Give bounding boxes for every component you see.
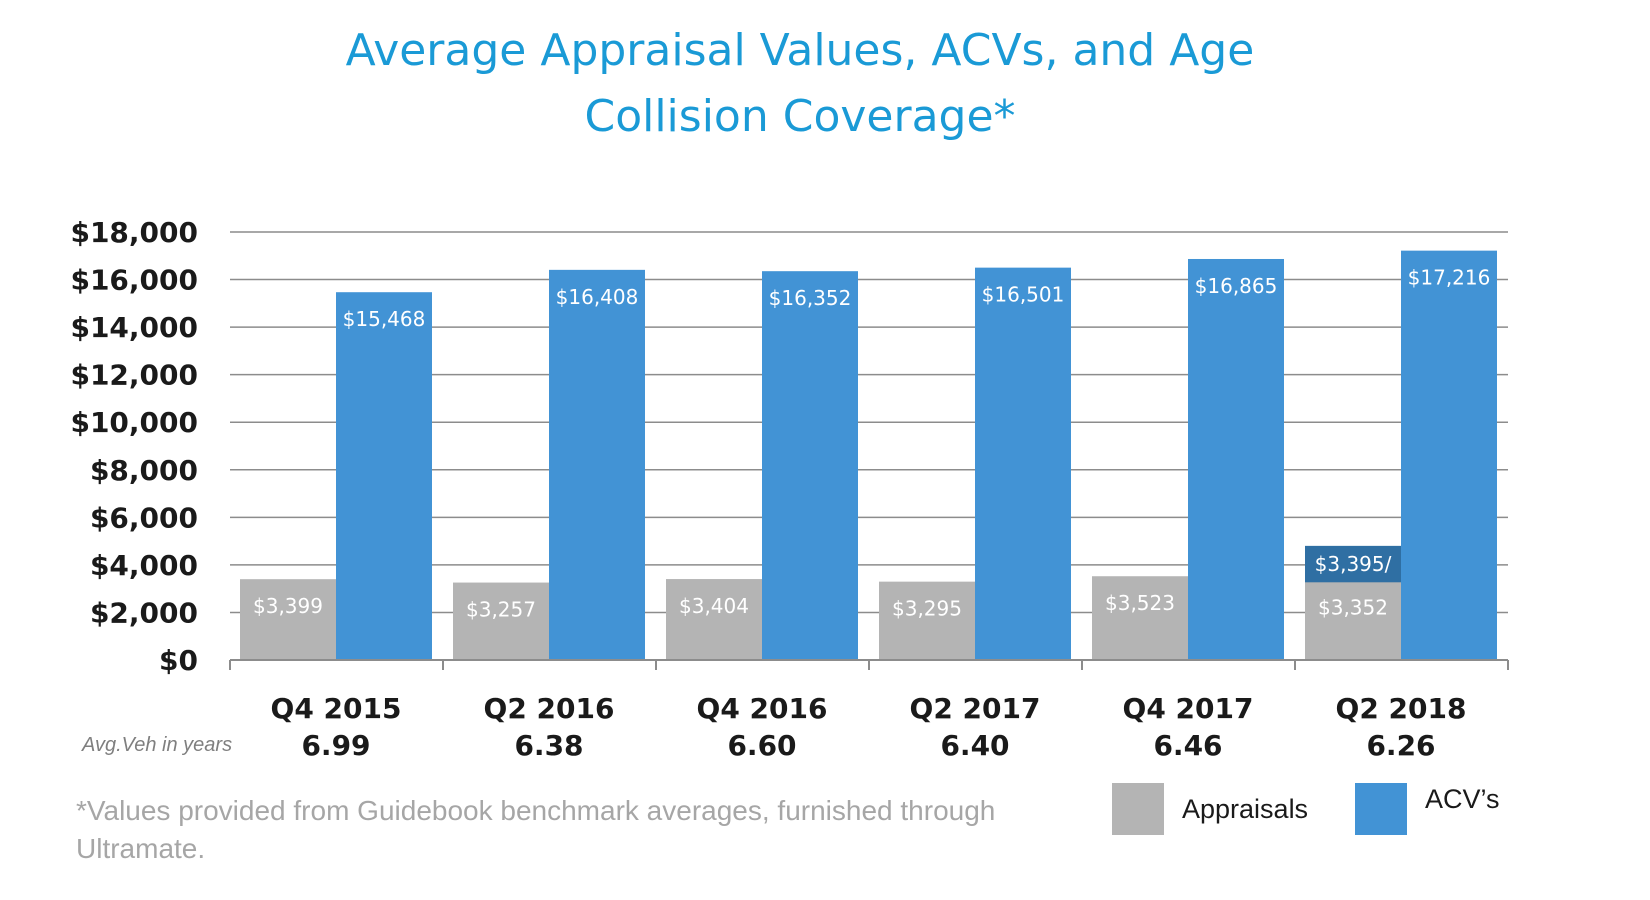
acv-bar <box>549 269 645 660</box>
x-age-label: 6.38 <box>514 729 583 762</box>
appraisal-bar <box>453 582 549 660</box>
x-age-label: 6.60 <box>727 729 796 762</box>
y-tick-label: $10,000 <box>70 406 198 439</box>
appraisal-value-label: $3,295 <box>892 597 962 621</box>
x-age-label: 6.26 <box>1366 729 1435 762</box>
footnote: *Values provided from Guidebook benchmar… <box>76 795 996 864</box>
x-category-label: Q2 2017 <box>910 692 1041 725</box>
legend-label-appraisals: Appraisals <box>1182 793 1309 824</box>
y-tick-label: $0 <box>159 644 198 677</box>
chart-title-line-1: Average Appraisal Values, ACVs, and Age <box>345 25 1255 76</box>
y-tick-label: $14,000 <box>70 311 198 344</box>
acv-value-label: $16,501 <box>982 283 1065 307</box>
legend-swatch-acvs <box>1355 783 1407 835</box>
legend-swatch-appraisals <box>1112 783 1164 835</box>
y-tick-label: $6,000 <box>90 501 198 534</box>
legend-item-acvs: ACV’s <box>1355 783 1500 835</box>
acv-bar <box>336 292 432 660</box>
x-category-label: Q4 2016 <box>697 692 828 725</box>
acv-bar <box>975 267 1071 660</box>
x-category-label: Q2 2016 <box>484 692 615 725</box>
appraisal-bar <box>879 581 975 660</box>
acv-value-label: $16,408 <box>556 285 639 309</box>
acv-value-label: $16,865 <box>1195 274 1278 298</box>
chart-title-line-2: Collision Coverage* <box>584 91 1016 142</box>
y-tick-label: $16,000 <box>70 264 198 297</box>
acv-value-label: $17,216 <box>1408 266 1491 290</box>
acv-value-label: $16,352 <box>769 286 852 310</box>
acv-bar <box>1188 258 1284 660</box>
appraisal-overlay-label: $3,395/ <box>1315 552 1392 576</box>
x-age-label: 6.40 <box>940 729 1009 762</box>
x-category-label: Q4 2015 <box>271 692 402 725</box>
appraisal-value-label: $3,257 <box>466 598 536 622</box>
acv-bar <box>1401 250 1497 660</box>
appraisal-bar <box>1092 576 1188 660</box>
appraisal-value-label: $3,352 <box>1318 595 1388 619</box>
legend-item-appraisals: Appraisals <box>1112 783 1308 835</box>
appraisal-value-label: $3,523 <box>1105 591 1175 615</box>
x-category-label: Q2 2018 <box>1336 692 1467 725</box>
acv-value-label: $15,468 <box>343 307 426 331</box>
x-age-label: 6.46 <box>1153 729 1222 762</box>
x-category-label: Q4 2017 <box>1123 692 1254 725</box>
acv-bar <box>762 271 858 660</box>
appraisal-bar <box>240 579 336 660</box>
x-age-label: 6.99 <box>301 729 370 762</box>
appraisal-value-label: $3,404 <box>679 594 749 618</box>
y-tick-label: $12,000 <box>70 359 198 392</box>
y-tick-label: $4,000 <box>90 549 198 582</box>
avg-vehicle-age-label: Avg.Veh in years <box>82 734 233 756</box>
y-tick-label: $8,000 <box>90 454 198 487</box>
appraisal-bar <box>666 579 762 660</box>
legend-label-acvs: ACV’s <box>1425 783 1500 814</box>
y-tick-label: $2,000 <box>90 596 198 629</box>
y-tick-label: $18,000 <box>70 216 198 249</box>
appraisal-bar <box>1305 582 1401 660</box>
appraisal-value-label: $3,399 <box>253 594 323 618</box>
